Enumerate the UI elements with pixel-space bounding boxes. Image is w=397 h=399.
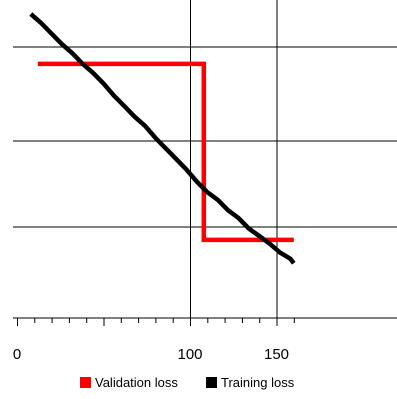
x-tick-label: 150 bbox=[264, 346, 289, 363]
legend-label-training: Training loss bbox=[221, 375, 295, 390]
x-tick-label: 0 bbox=[13, 346, 21, 363]
legend-label-validation: Validation loss bbox=[95, 375, 178, 390]
series-layer bbox=[29, 12, 296, 265]
validation-loss-line bbox=[37, 61, 294, 243]
x-axis: 0 100 150 bbox=[13, 318, 295, 363]
training-loss-line bbox=[29, 12, 296, 265]
legend-swatch-validation bbox=[80, 377, 91, 388]
x-tick-label: 100 bbox=[177, 346, 202, 363]
legend: Validation loss Training loss bbox=[80, 375, 295, 390]
legend-swatch-training bbox=[206, 377, 217, 388]
grid-lines bbox=[13, 0, 397, 326]
